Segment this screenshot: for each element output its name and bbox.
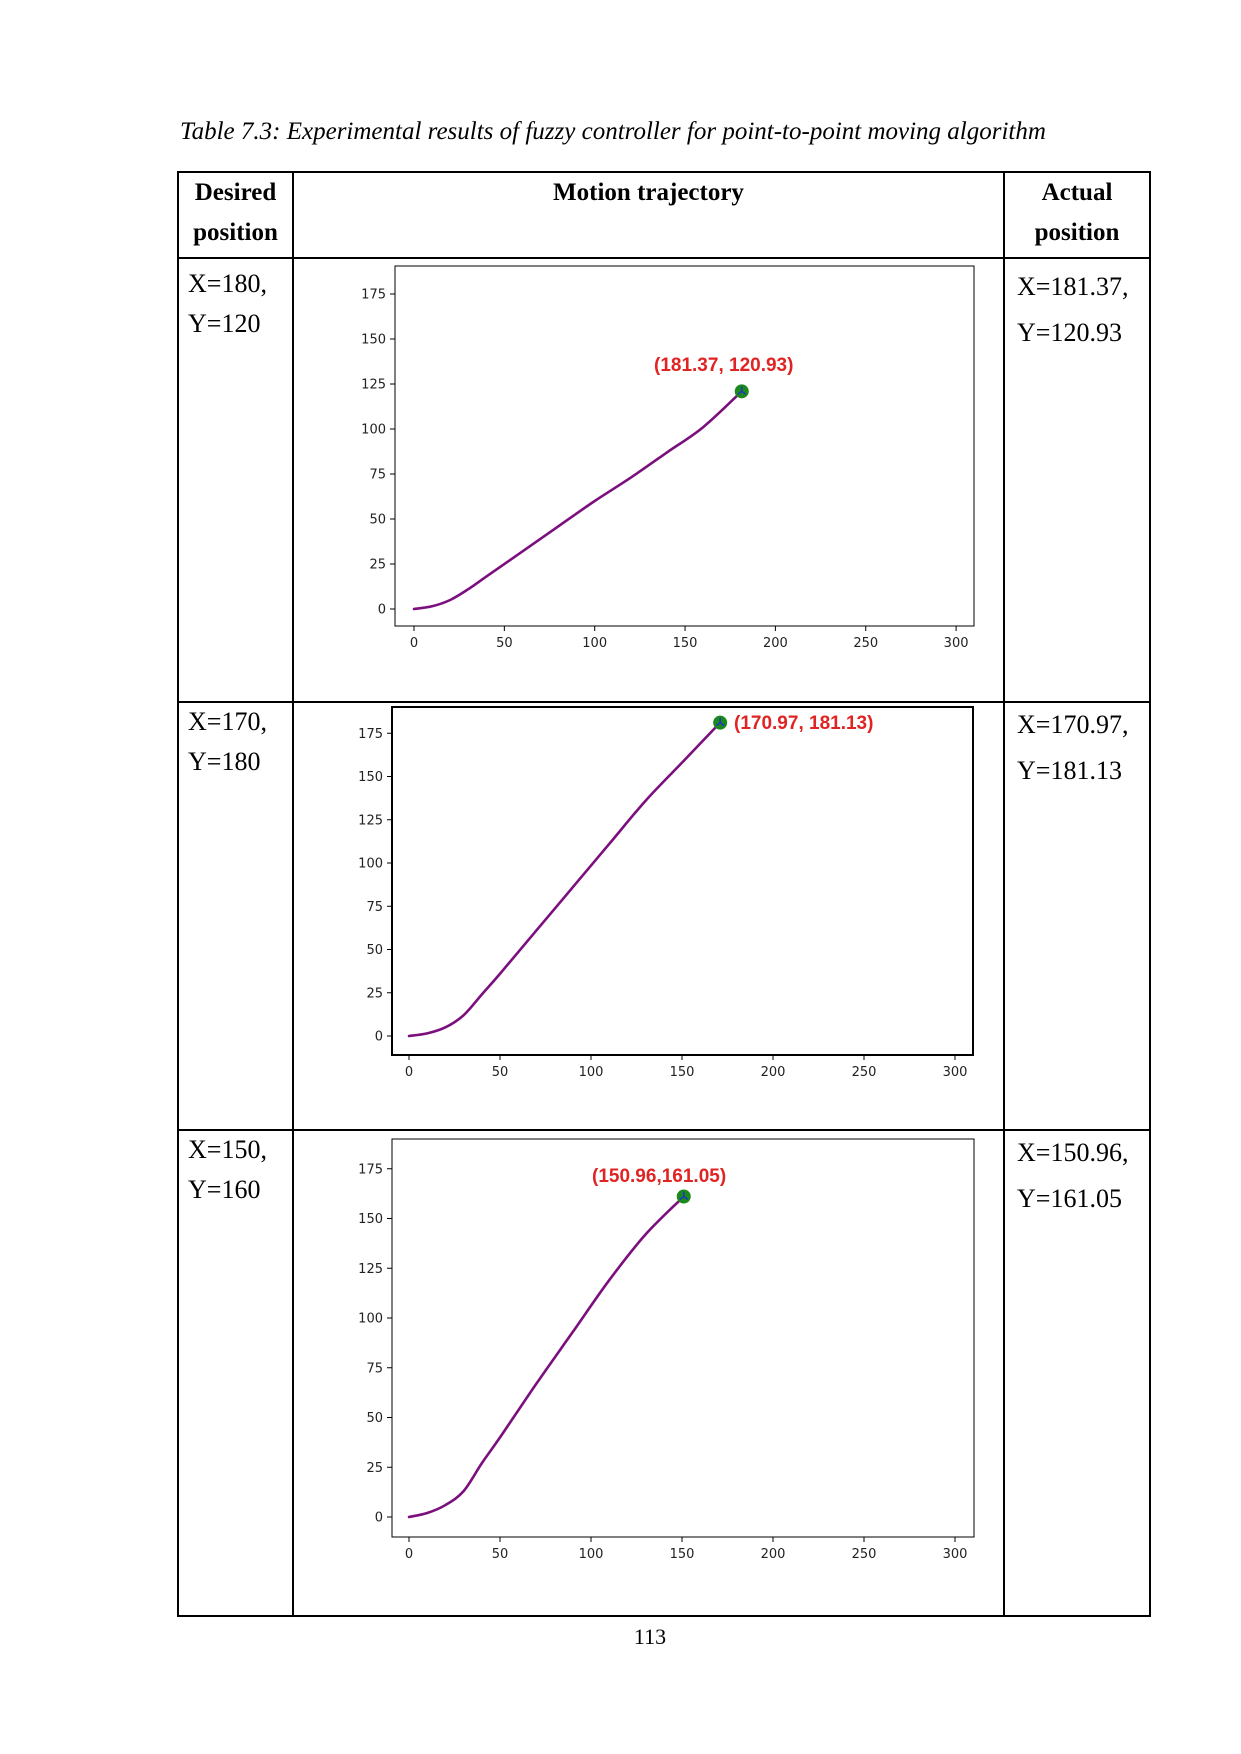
- table-caption: Table 7.3: Experimental results of fuzzy…: [180, 118, 1046, 145]
- row1-desired-x: X=180,: [188, 269, 267, 298]
- header-desired-line1: Desired: [194, 179, 277, 206]
- row1-desired-position: X=180, Y=120: [188, 226, 267, 344]
- table-border-left: [177, 171, 179, 1617]
- row2-actual-position: X=170.97, Y=181.13: [1017, 702, 1128, 794]
- row3-actual-y: Y=161.05: [1017, 1184, 1122, 1213]
- row1-desired-y: Y=120: [188, 309, 261, 338]
- row3-actual-x: X=150.96,: [1017, 1138, 1129, 1167]
- table-border-right: [1149, 171, 1151, 1617]
- row3-desired-x: X=150,: [188, 1135, 267, 1164]
- row1-actual-position: X=181.37, Y=120.93: [1017, 264, 1128, 356]
- row2-desired-y: Y=180: [188, 747, 261, 776]
- page-number: 113: [633, 1624, 667, 1649]
- row1-actual-y: Y=120.93: [1017, 318, 1122, 347]
- row-divider-1: [177, 701, 1151, 703]
- table-border-bottom: [177, 1615, 1151, 1617]
- header-actual-line2: position: [1034, 219, 1120, 246]
- header-divider: [177, 257, 1151, 259]
- header-actual-line1: Actual: [1041, 179, 1113, 206]
- results-table: Desired position Motion trajectory Actua…: [177, 171, 1151, 1617]
- row3-desired-position: X=150, Y=160: [188, 1130, 267, 1210]
- row2-actual-y: Y=181.13: [1017, 756, 1122, 785]
- row3-desired-y: Y=160: [188, 1175, 261, 1204]
- row1-actual-x: X=181.37,: [1017, 272, 1129, 301]
- row2-desired-x: X=170,: [188, 707, 267, 736]
- column-divider-1: [292, 171, 294, 1617]
- row2-desired-position: X=170, Y=180: [188, 702, 267, 782]
- header-actual-position: Actual position: [1005, 173, 1149, 253]
- header-motion-trajectory: Motion trajectory: [553, 179, 744, 206]
- column-divider-2: [1003, 171, 1005, 1617]
- row2-actual-x: X=170.97,: [1017, 710, 1129, 739]
- header-desired-line2: position: [193, 219, 278, 246]
- row-divider-2: [177, 1129, 1151, 1131]
- row3-actual-position: X=150.96, Y=161.05: [1017, 1130, 1128, 1222]
- header-desired-position: Desired position: [179, 173, 292, 253]
- table-border-top: [177, 171, 1151, 173]
